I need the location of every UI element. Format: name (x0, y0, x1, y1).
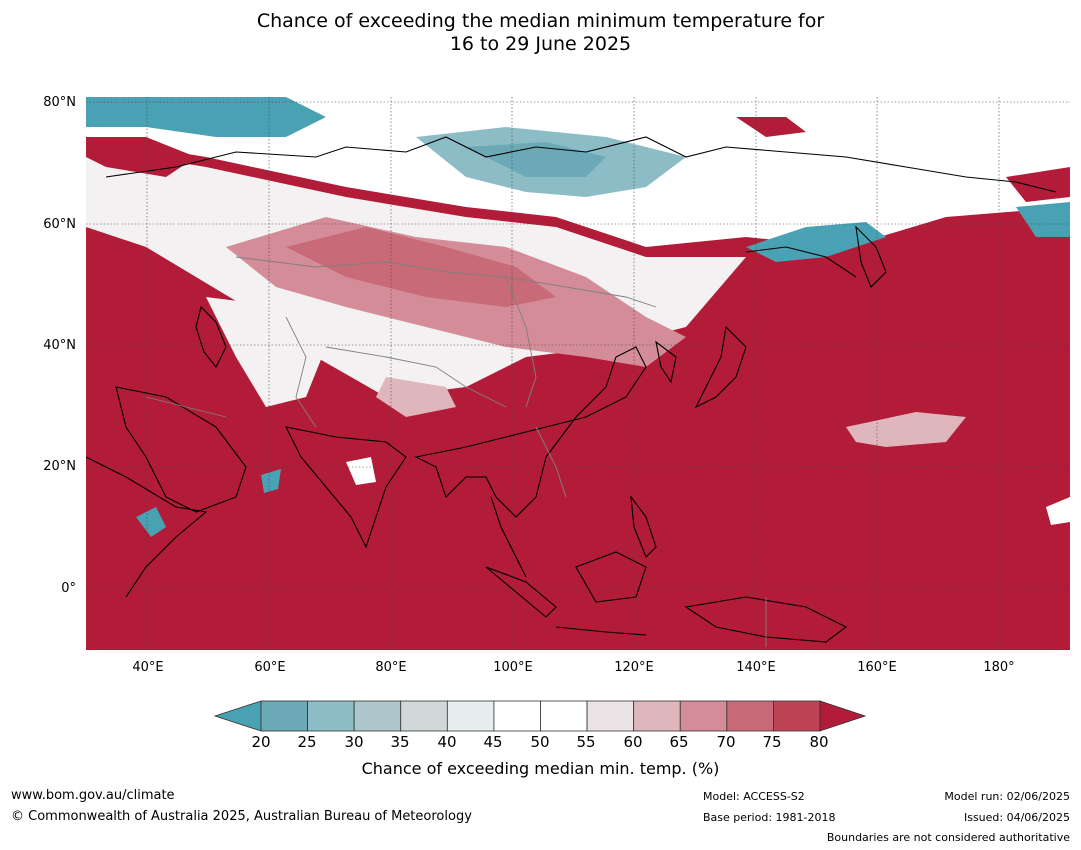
region-blue-arctic-west (86, 97, 326, 137)
region-red-bering (1006, 167, 1070, 202)
lat-label-40n: 40°N (43, 338, 76, 353)
colorbar-cells (260, 700, 821, 732)
colorbar-cell (400, 700, 448, 732)
lat-label-60n: 60°N (43, 217, 76, 232)
map-canvas (86, 97, 1070, 650)
colorbar-tick-60: 60 (623, 733, 643, 751)
lon-label-60e: 60°E (254, 660, 286, 675)
colorbar-tick-70: 70 (716, 733, 736, 751)
colorbar-cell (307, 700, 355, 732)
lon-label-80e: 80°E (375, 660, 407, 675)
colorbar-tick-50: 50 (530, 733, 550, 751)
title-line-1: Chance of exceeding the median minimum t… (256, 10, 825, 32)
colorbar-high-extend (819, 700, 866, 732)
colorbar-tick-55: 55 (576, 733, 596, 751)
graticule (86, 97, 1070, 650)
copyright-text: © Commonwealth of Australia 2025, Austra… (11, 809, 472, 824)
boundaries-disclaimer: Boundaries are not considered authoritat… (826, 831, 1070, 844)
colorbar-tick-35: 35 (390, 733, 410, 751)
region-blue-africa (136, 507, 166, 537)
region-blue-east-siberia (746, 222, 886, 262)
colorbar-tick-40: 40 (437, 733, 457, 751)
region-blue-arabian-sea (261, 469, 281, 493)
colorbar-title: Chance of exceeding median min. temp. (%… (0, 759, 1081, 778)
colorbar-tick-30: 30 (344, 733, 364, 751)
colorbar-tick-20: 20 (251, 733, 271, 751)
colorbar-cell (679, 700, 728, 732)
region-white-india (346, 457, 376, 485)
colorbar-cell (773, 700, 821, 732)
colorbar-low-extend (214, 700, 262, 732)
model-run-date: Model run: 02/06/2025 (944, 790, 1070, 803)
lon-label-40e: 40°E (132, 660, 164, 675)
region-red-arctic-patch (736, 117, 806, 137)
colorbar-cell (446, 700, 495, 732)
website-link[interactable]: www.bom.gov.au/climate (11, 788, 175, 803)
region-pink-tibet (376, 377, 456, 417)
colorbar-cell (586, 700, 635, 732)
lat-label-0: 0° (61, 581, 76, 596)
lon-label-160e: 160°E (857, 660, 897, 675)
lon-label-120e: 120°E (614, 660, 654, 675)
colorbar-cell (540, 700, 588, 732)
region-neutral-caspian (206, 297, 326, 407)
lat-label-20n: 20°N (43, 459, 76, 474)
colorbar-title-text: Chance of exceeding median min. temp. (%… (361, 759, 720, 778)
colorbar-cell (633, 700, 681, 732)
title-line-2: 16 to 29 June 2025 (449, 33, 632, 55)
region-blue-far-east (1016, 202, 1070, 237)
region-white-east-pacific (1046, 497, 1070, 525)
forecast-map (86, 97, 1070, 650)
country-borders (145, 256, 767, 647)
issued-date: Issued: 04/06/2025 (963, 811, 1070, 824)
colorbar-cell (493, 700, 541, 732)
colorbar-cell (726, 700, 774, 732)
region-red-scandinavia (86, 137, 196, 177)
base-period: Base period: 1981-2018 (703, 811, 836, 824)
map-title: Chance of exceeding the median minimum t… (0, 10, 1081, 56)
coastlines (86, 136, 1057, 643)
region-rose-central-asia (286, 227, 556, 307)
colorbar-tick-65: 65 (669, 733, 689, 751)
lon-label-140e: 140°E (736, 660, 776, 675)
colorbar-tick-75: 75 (762, 733, 782, 751)
lat-label-80n: 80°N (43, 95, 76, 110)
model-name: Model: ACCESS-S2 (703, 790, 805, 803)
colorbar-tick-45: 45 (483, 733, 503, 751)
colorbar-cell (260, 700, 308, 732)
lon-label-180: 180° (983, 660, 1015, 675)
colorbar-cell (353, 700, 402, 732)
colorbar (214, 700, 866, 732)
region-pink-pacific (846, 412, 966, 447)
lon-label-100e: 100°E (493, 660, 533, 675)
colorbar-tick-25: 25 (297, 733, 317, 751)
colorbar-tick-80: 80 (809, 733, 829, 751)
